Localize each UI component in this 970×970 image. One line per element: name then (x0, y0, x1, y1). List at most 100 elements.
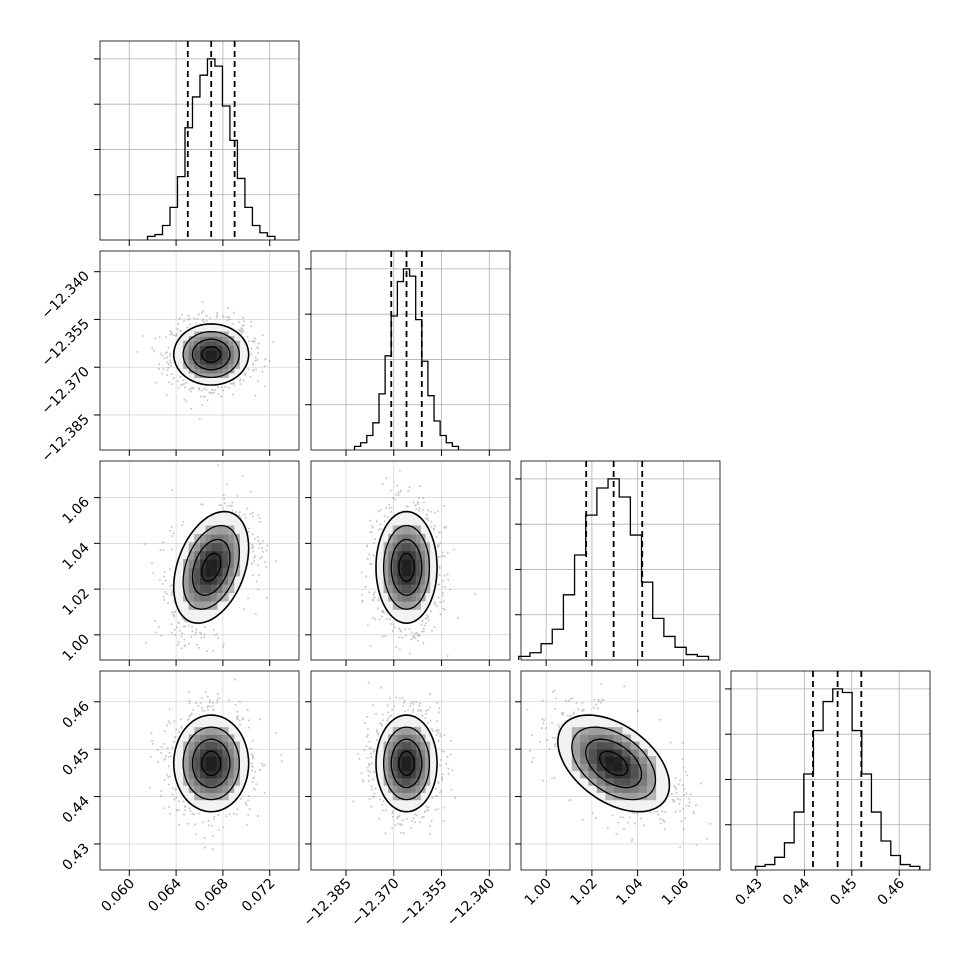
density-cell (183, 770, 190, 779)
density-cell (216, 584, 223, 594)
density-cell (415, 559, 421, 568)
density-cell (406, 734, 412, 743)
density-cell (228, 770, 235, 779)
density-cell (420, 575, 426, 585)
contour-2 (382, 726, 431, 801)
density-cell (588, 734, 598, 743)
density-cell (415, 550, 421, 560)
density-cell (222, 756, 229, 764)
density-cell (388, 584, 394, 594)
density-cell (222, 340, 229, 346)
density-cell (222, 363, 229, 369)
density-cell (571, 763, 581, 772)
density-cell (383, 550, 389, 560)
density-cell (205, 600, 212, 610)
density-cell (392, 542, 398, 552)
contour-3 (172, 510, 250, 624)
density-cell (222, 741, 229, 750)
density-cell (397, 785, 403, 793)
density-cell (401, 727, 408, 735)
density-cell (228, 756, 235, 764)
density-cell (401, 756, 408, 764)
density-cell (638, 756, 648, 764)
density-cell (228, 763, 235, 772)
density-cell (216, 727, 223, 735)
density-cell (228, 567, 235, 577)
density-cell (205, 336, 212, 342)
scatter-panel-3-0 (99, 670, 300, 871)
x-tick-label: 0.45 (827, 876, 860, 909)
density-cell (392, 763, 398, 772)
density-cell (205, 756, 212, 764)
density-cell (228, 575, 235, 585)
density-cell (388, 777, 394, 786)
density-cell (401, 559, 408, 568)
density-cell (222, 763, 229, 772)
diagonal-panel-0 (94, 40, 300, 241)
density-cell (397, 567, 403, 577)
density-cell (397, 584, 403, 594)
density-cell (200, 792, 207, 801)
density-cell (411, 575, 417, 585)
density-cell (605, 777, 615, 786)
x-tick-label: 1.02 (567, 876, 600, 909)
density-cell (205, 550, 212, 560)
sample-points (148, 678, 283, 851)
density-cell (188, 349, 195, 356)
histogram-3 (754, 688, 921, 870)
density-cell (397, 727, 403, 735)
density-cell (205, 533, 212, 543)
density-cell (216, 533, 223, 543)
density-cell (194, 336, 201, 342)
density-cell (406, 785, 412, 793)
density-cell (392, 600, 398, 610)
density-cell (580, 727, 590, 735)
density-cell (205, 542, 212, 552)
density-cell (588, 770, 598, 779)
density-cell (222, 770, 229, 779)
density-cell (216, 734, 223, 743)
density-cell (194, 785, 201, 793)
density-cell (580, 763, 590, 772)
histogram-2 (518, 478, 710, 660)
density-cell (415, 727, 421, 735)
density-cell (194, 559, 201, 568)
density-cell (401, 777, 408, 786)
y-tick-label: 1.02 (59, 586, 92, 619)
density-cell (183, 345, 190, 351)
density-cell (222, 550, 229, 560)
density-cell (211, 741, 218, 750)
density-cell (411, 741, 417, 750)
density-cell (397, 542, 403, 552)
density-cell (383, 763, 389, 772)
density-cell (222, 592, 229, 602)
density-cell (216, 575, 223, 585)
density-cell (194, 363, 201, 369)
density-cell (205, 363, 212, 369)
density-cell (194, 542, 201, 552)
density-cell (211, 748, 218, 757)
density-cell (205, 345, 212, 351)
density-cell (392, 567, 398, 577)
density-cell (188, 542, 195, 552)
density-cell (194, 592, 201, 602)
contour-2 (382, 524, 431, 610)
density-cell (211, 559, 218, 568)
contour-1 (191, 338, 231, 371)
density-cell (420, 756, 426, 764)
density-cell (605, 741, 615, 750)
density-cell (188, 584, 195, 594)
density-cell (222, 559, 229, 568)
density-cell (200, 592, 207, 602)
density-cell (622, 741, 631, 750)
contour-0 (201, 552, 222, 582)
x-tick-label: 1.04 (613, 875, 646, 908)
density-cell (415, 734, 421, 743)
density-cell (647, 763, 657, 772)
y-tick-label: 1.00 (59, 631, 92, 664)
density-cell (588, 741, 598, 750)
density-cell (424, 748, 431, 757)
density-cell (216, 777, 223, 786)
density-cell (216, 336, 223, 342)
density-cell (194, 575, 201, 585)
